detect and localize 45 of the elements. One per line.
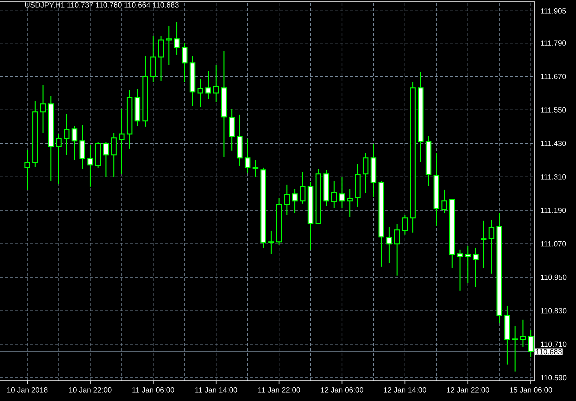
- candlestick: [158, 36, 164, 82]
- candlestick: [64, 114, 70, 156]
- candlestick: [244, 138, 251, 174]
- candlestick: [103, 141, 110, 178]
- candlestick: [292, 188, 298, 214]
- candlestick: [402, 214, 408, 236]
- candlestick: [300, 172, 306, 204]
- candlestick: [40, 84, 46, 134]
- candlestick: [119, 108, 125, 175]
- candlestick: [386, 226, 392, 264]
- candlestick: [80, 124, 86, 170]
- candlestick: [284, 184, 290, 216]
- candlestick: [166, 25, 172, 66]
- candlestick: [95, 141, 102, 168]
- candlestick: [457, 249, 464, 292]
- candlestick: [481, 220, 487, 269]
- candlestick: [111, 132, 117, 178]
- candlestick: [465, 246, 471, 284]
- candlestick: [72, 126, 78, 161]
- candlestick: [88, 144, 94, 188]
- candlestick: [182, 42, 188, 83]
- candlestick: [24, 150, 30, 190]
- candlestick: [512, 326, 518, 372]
- candlestick: [56, 134, 62, 185]
- candlestick: [520, 319, 526, 348]
- candlestick: [473, 247, 479, 288]
- candlestick: [214, 64, 220, 103]
- candlestick: [206, 70, 212, 100]
- candlestick: [355, 164, 361, 208]
- candlestick: [237, 114, 243, 166]
- candlestick: [268, 230, 274, 255]
- candlestick: [332, 180, 338, 209]
- candlestick: [134, 88, 141, 127]
- candlestick: [362, 152, 369, 194]
- candlestick: [174, 22, 180, 56]
- candlestick: [150, 36, 156, 83]
- candlestick: [504, 305, 510, 366]
- candlestick: [339, 176, 346, 209]
- candlestick: [394, 223, 400, 276]
- candlestick: [229, 108, 235, 152]
- candlestick: [442, 189, 448, 214]
- candlestick: [252, 160, 259, 178]
- candlestick: [488, 220, 495, 274]
- candlestick: [198, 78, 204, 108]
- candlestick: [347, 188, 353, 218]
